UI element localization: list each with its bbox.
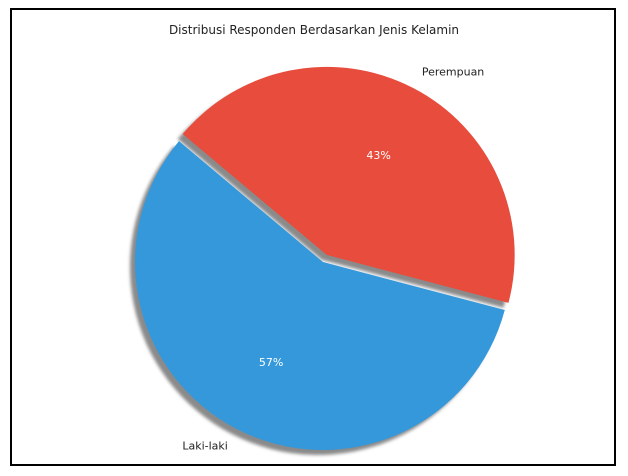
- pie-slices: [134, 66, 515, 451]
- pct-label-laki-laki: 57%: [259, 356, 283, 369]
- pie-labels: 43% Perempuan 57% Laki-laki: [182, 65, 484, 452]
- pie-slice-laki-laki: [134, 141, 505, 451]
- chart-title: Distribusi Responden Berdasarkan Jenis K…: [169, 23, 459, 37]
- slice-label-laki-laki: Laki-laki: [182, 440, 228, 453]
- pct-label-perempuan: 43%: [366, 149, 390, 162]
- slice-label-perempuan: Perempuan: [422, 65, 484, 78]
- pie-slice-perempuan: [182, 66, 515, 303]
